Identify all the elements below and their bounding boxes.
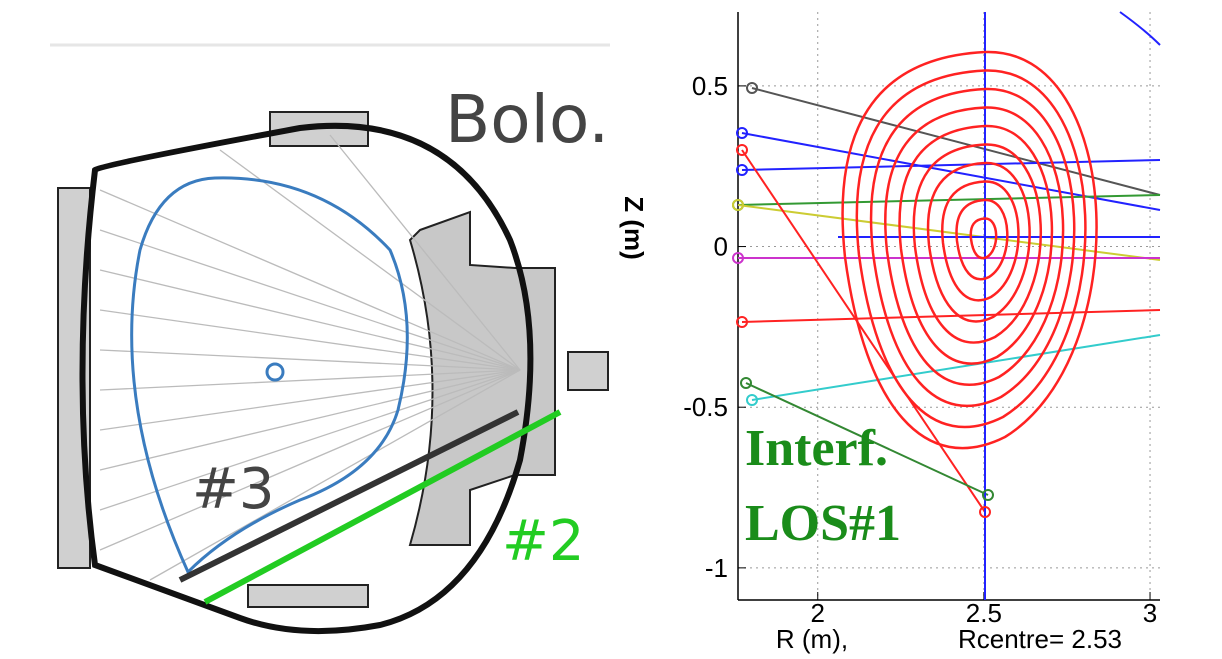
bolo-label: Bolo. xyxy=(445,81,609,158)
los-end xyxy=(736,144,748,156)
los-end xyxy=(732,199,744,211)
los3-label: #3 xyxy=(192,457,275,522)
los2-label: #2 xyxy=(502,509,585,574)
port-block xyxy=(567,351,609,391)
flux-contour xyxy=(869,87,1076,408)
tokamak-diagram: Bolo. #3 #2 xyxy=(50,43,610,635)
y-tick-label: 0 xyxy=(714,232,728,262)
sightline xyxy=(741,159,1161,171)
y-tick-label: -1 xyxy=(705,553,728,583)
los-3 xyxy=(178,409,520,583)
sightline xyxy=(741,149,986,513)
flux-contour xyxy=(841,50,1098,450)
x-tick-label: 2 xyxy=(811,598,825,628)
sightline xyxy=(741,309,1161,323)
los-end xyxy=(736,127,748,139)
magnetic-axis xyxy=(265,362,285,382)
plot: 0.5 0 -0.5 -1 2 2.5 3 Interf. LOS#1 xyxy=(683,11,1161,628)
los-end xyxy=(736,164,748,176)
sightlines xyxy=(99,134,521,581)
los-2 xyxy=(203,409,562,605)
bottom-block xyxy=(247,584,369,608)
sightline xyxy=(751,334,1161,401)
sightline xyxy=(737,204,1161,261)
flux-contour xyxy=(941,180,1020,302)
y-tick-label: 0.5 xyxy=(692,71,728,101)
x-axis-label: R (m), xyxy=(776,624,848,654)
los-end xyxy=(732,252,744,264)
flux-contour xyxy=(955,198,1009,281)
los-end xyxy=(740,377,752,389)
los-end xyxy=(982,489,994,501)
sightline xyxy=(751,87,1161,196)
separatrix xyxy=(1119,11,1161,46)
annotation: LOS#1 xyxy=(745,495,901,552)
x-tick-label: 2.5 xyxy=(966,598,1002,628)
y-tick-label: -0.5 xyxy=(683,392,728,422)
flux-contour xyxy=(898,124,1054,365)
x-tick-label: 3 xyxy=(1143,598,1157,628)
los-end xyxy=(746,82,758,94)
flux-contour xyxy=(855,69,1087,429)
flux-contour xyxy=(912,143,1042,344)
annotation: Interf. xyxy=(745,420,888,477)
sightline xyxy=(745,382,989,496)
los-end xyxy=(979,506,991,518)
flux-contour xyxy=(926,161,1031,323)
y-axis-label: Z (m) xyxy=(619,196,649,260)
flux-contour xyxy=(969,217,998,260)
los-end xyxy=(746,394,758,406)
vessel xyxy=(79,122,534,635)
los-end xyxy=(736,316,748,328)
plasma-boundary xyxy=(130,176,409,575)
flux-contour xyxy=(884,106,1065,387)
subtitle: Rcentre= 2.53 xyxy=(958,624,1122,654)
